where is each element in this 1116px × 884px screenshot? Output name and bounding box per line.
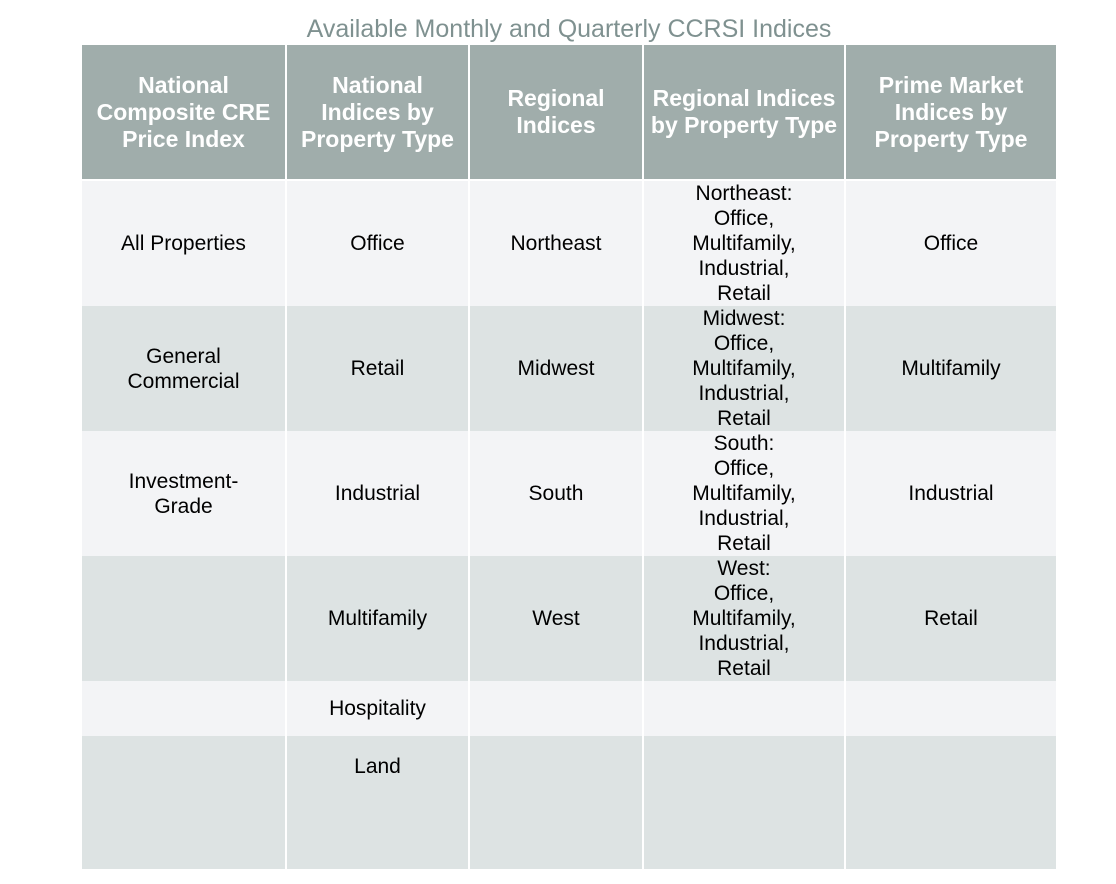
column-header-regional: Regional Indices [468, 45, 644, 181]
table-cell [844, 736, 1056, 869]
table-cell: Retail [285, 306, 470, 431]
table-cell: Northeast: Office, Multifamily, Industri… [642, 180, 846, 306]
table-cell [468, 681, 644, 736]
table-row: General Commercial Retail Midwest Midwes… [82, 306, 1056, 431]
table-cell: All Properties [82, 180, 287, 306]
table-cell [468, 736, 644, 869]
table-cell: West: Office, Multifamily, Industrial, R… [642, 556, 846, 681]
table-cell: West [468, 556, 644, 681]
table-cell: South [468, 431, 644, 556]
table-cell: Retail [844, 556, 1056, 681]
table-cell [82, 681, 287, 736]
table-cell: Land [285, 736, 470, 869]
table-cell: Midwest [468, 306, 644, 431]
table-row: All Properties Office Northeast Northeas… [82, 180, 1056, 306]
table-cell: Office [285, 180, 470, 306]
table-cell: Industrial [285, 431, 470, 556]
column-header-regional-by-type: Regional Indices by Property Type [642, 45, 846, 181]
table-cell: Multifamily [285, 556, 470, 681]
table-cell [844, 681, 1056, 736]
table-row: Land [82, 736, 1056, 869]
table-cell [642, 681, 846, 736]
table-cell: Investment- Grade [82, 431, 287, 556]
column-header-national-composite: National Composite CRE Price Index [82, 45, 287, 181]
table-cell: General Commercial [82, 306, 287, 431]
table-cell: Multifamily [844, 306, 1056, 431]
table-cell: Hospitality [285, 681, 470, 736]
page-title: Available Monthly and Quarterly CCRSI In… [306, 15, 832, 43]
table-row: Multifamily West West: Office, Multifami… [82, 556, 1056, 681]
table-cell: Northeast [468, 180, 644, 306]
table-row: Hospitality [82, 681, 1056, 736]
table-cell: South: Office, Multifamily, Industrial, … [642, 431, 846, 556]
table-cell [82, 556, 287, 681]
table-cell: Midwest: Office, Multifamily, Industrial… [642, 306, 846, 431]
table-cell: Industrial [844, 431, 1056, 556]
column-header-national-by-type: National Indices by Property Type [285, 45, 470, 181]
table-cell: Office [844, 180, 1056, 306]
table-row: Investment- Grade Industrial South South… [82, 431, 1056, 556]
table-cell [82, 736, 287, 869]
table-cell [642, 736, 846, 869]
indices-table: National Composite CRE Price Index Natio… [82, 45, 1056, 869]
header-row: National Composite CRE Price Index Natio… [82, 45, 1056, 181]
column-header-prime-market-by-type: Prime Market Indices by Property Type [844, 45, 1056, 181]
